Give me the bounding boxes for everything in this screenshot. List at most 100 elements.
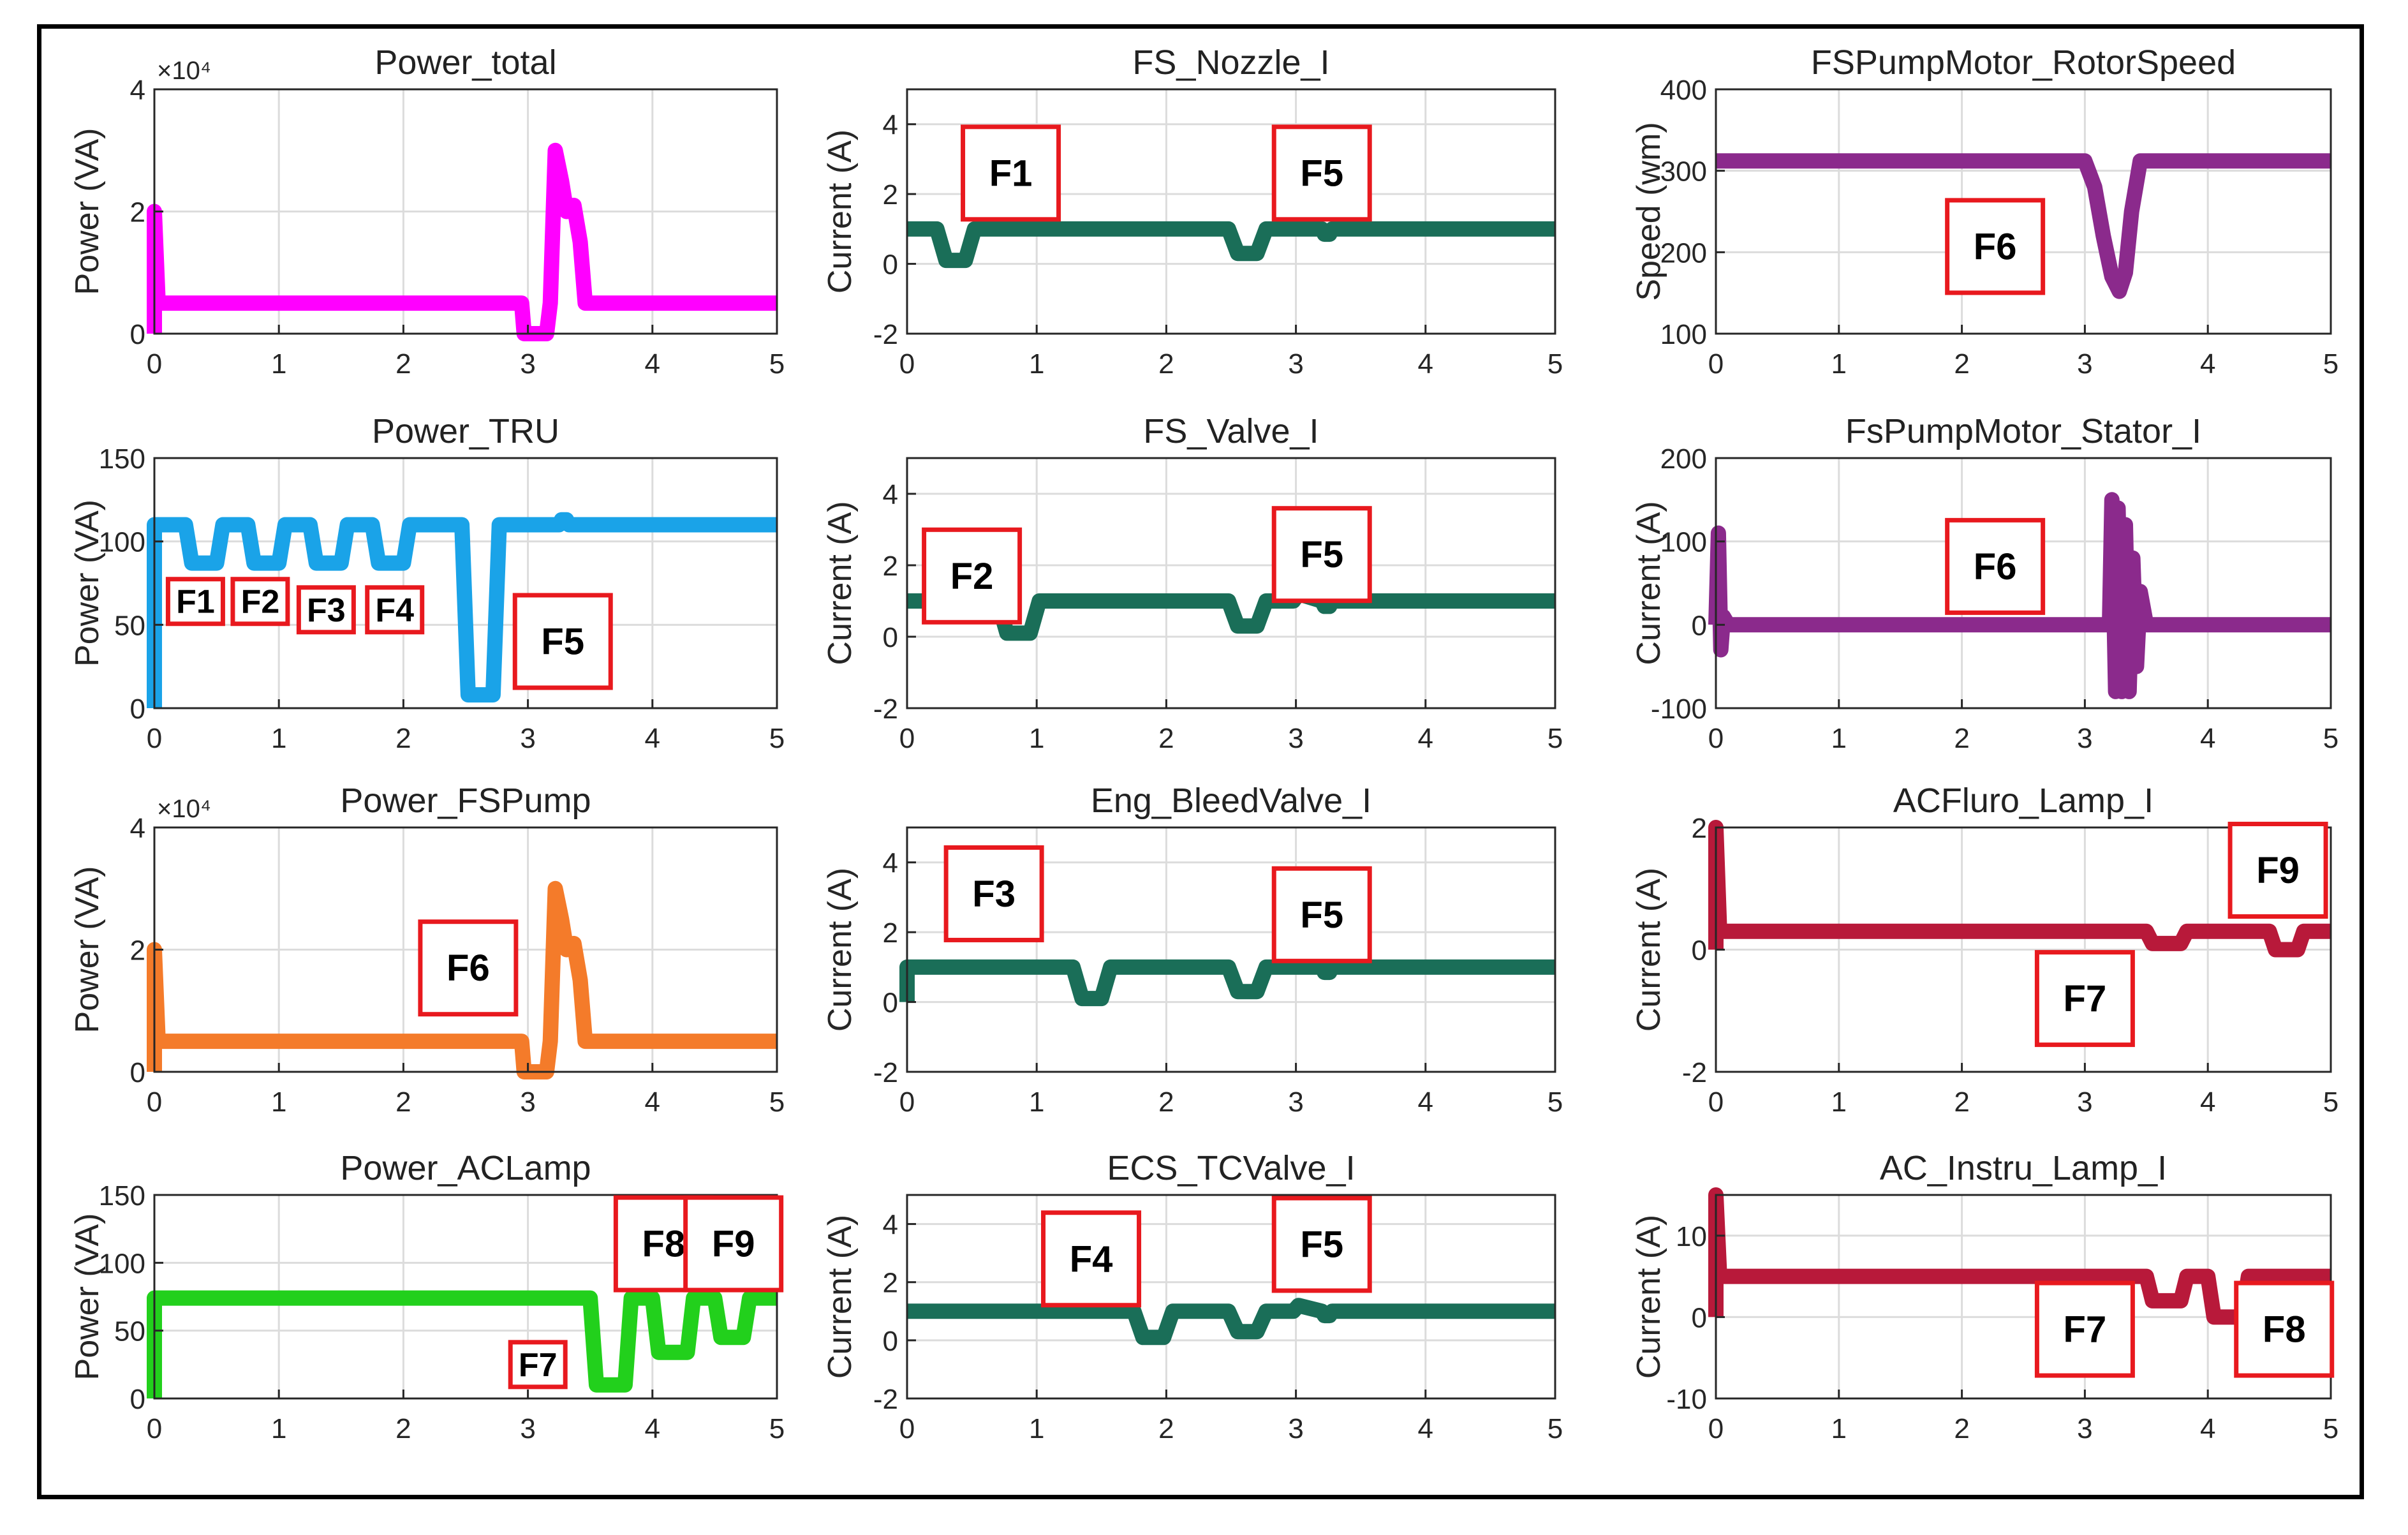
- y-tick-label: 300: [1660, 156, 1707, 188]
- axes-box: [1715, 457, 2332, 709]
- x-tick-label: 4: [2200, 723, 2215, 754]
- fault-label: F6: [1974, 226, 2017, 267]
- y-axis-label: Current (A): [822, 501, 859, 665]
- series-line: [907, 586, 1555, 641]
- y-tick-label: 100: [99, 1248, 145, 1279]
- fault-annotation: F9: [2227, 822, 2328, 919]
- x-tick-label: 3: [2077, 723, 2092, 754]
- x-tick-label: 3: [1288, 723, 1303, 754]
- y-tick-label: -2: [873, 319, 898, 350]
- y-tick-label: 200: [1660, 443, 1707, 475]
- x-tick-label: 3: [1288, 1413, 1303, 1444]
- fault-box: [230, 577, 290, 627]
- axes-box: [906, 1194, 1556, 1400]
- fault-label: F7: [2064, 978, 2107, 1020]
- x-tick-label: 0: [147, 348, 162, 380]
- axes-box: [906, 88, 1556, 335]
- subplot-3: 0 1 2 3 4 5 100 200 300 400 FSPumpMotor_RotorSpeed…: [1630, 43, 2338, 380]
- fault-annotation: F2: [922, 527, 1023, 625]
- x-tick-label: 5: [2323, 348, 2338, 380]
- y-tick-label: -2: [873, 1384, 898, 1415]
- fault-annotation: F7: [508, 1340, 568, 1390]
- x-tick-label: 5: [769, 1086, 785, 1118]
- series-line: [147, 142, 777, 341]
- subplot-title: Eng_BleedValve_I: [1091, 782, 1371, 820]
- fault-box: [1945, 198, 2046, 295]
- x-tick-label: 5: [769, 1413, 785, 1444]
- fault-box: [2034, 950, 2135, 1048]
- series-line: [147, 880, 777, 1079]
- x-tick-label: 5: [2323, 1086, 2338, 1118]
- y-tick-label: 2: [883, 551, 898, 582]
- series-line: [1708, 492, 2331, 699]
- y-tick-label: 0: [883, 988, 898, 1019]
- x-tick-label: 2: [1954, 723, 1969, 754]
- y-tick-label: 0: [883, 1326, 898, 1357]
- x-tick-label: 0: [899, 723, 915, 754]
- x-tick-label: 1: [1831, 348, 1847, 380]
- fault-label: F5: [1300, 152, 1343, 194]
- y-tick-label: 2: [883, 1268, 898, 1299]
- y-tick-label: 200: [1660, 237, 1707, 269]
- y-tick-label: 4: [883, 479, 898, 510]
- x-tick-label: 5: [1547, 1413, 1563, 1444]
- fault-label: F1: [176, 584, 215, 621]
- y-tick-label: 0: [1692, 610, 1707, 641]
- fault-annotation: F5: [512, 593, 613, 690]
- fault-annotation: F5: [1271, 124, 1372, 222]
- x-tick-label: 4: [1418, 1086, 1433, 1118]
- fault-label: F8: [2263, 1309, 2306, 1351]
- fault-box: [296, 585, 356, 635]
- x-tick-label: 2: [395, 348, 411, 380]
- y-tick-label: -2: [873, 693, 898, 725]
- axes-box: [153, 1194, 778, 1400]
- x-tick-label: 2: [395, 723, 411, 754]
- subplot-title: Power_total: [374, 43, 556, 82]
- x-tick-label: 3: [2077, 1086, 2092, 1118]
- fault-label: F5: [1300, 894, 1343, 936]
- plot-area: [1716, 1195, 2331, 1398]
- series-line: [907, 1298, 1555, 1346]
- x-tick-label: 0: [147, 1086, 162, 1118]
- subplot-title: ECS_TCValve_I: [1107, 1149, 1355, 1187]
- x-tick-label: 3: [520, 723, 535, 754]
- x-tick-label: 5: [1547, 348, 1563, 380]
- series-line: [907, 221, 1555, 269]
- x-tick-label: 4: [2200, 1086, 2215, 1118]
- axes-box: [906, 457, 1556, 709]
- fault-annotation: F5: [1271, 866, 1372, 963]
- fault-box: [512, 593, 613, 690]
- fault-box: [961, 124, 1061, 222]
- y-tick-label: 4: [883, 848, 898, 879]
- x-tick-label: 2: [395, 1086, 411, 1118]
- y-tick-label: 2: [883, 917, 898, 949]
- x-tick-label: 5: [1547, 723, 1563, 754]
- fault-label: F5: [1300, 1224, 1343, 1265]
- x-tick-label: 0: [147, 1413, 162, 1444]
- fault-annotation: F5: [1271, 1196, 1372, 1293]
- y-tick-label: 4: [883, 110, 898, 141]
- x-tick-label: 0: [1708, 1413, 1724, 1444]
- fault-box: [1271, 506, 1372, 604]
- fault-box: [418, 919, 519, 1017]
- fault-box: [683, 1195, 784, 1293]
- x-tick-label: 1: [1831, 1086, 1847, 1118]
- fault-box: [508, 1340, 568, 1390]
- x-tick-label: 2: [1954, 1413, 1969, 1444]
- y-axis-label: Power (VA): [69, 128, 106, 295]
- x-tick-label: 4: [645, 348, 660, 380]
- axes-box: [1715, 88, 2332, 335]
- fault-box: [365, 585, 425, 635]
- subplot-title: ACFluro_Lamp_I: [1893, 782, 2153, 820]
- y-axis-label: Current (A): [822, 130, 859, 293]
- x-tick-label: 1: [1029, 348, 1044, 380]
- fault-box: [1945, 517, 2046, 615]
- y-axis-label: Current (A): [1630, 501, 1667, 665]
- y-tick-label: 0: [883, 622, 898, 653]
- fault-annotation: F1: [961, 124, 1061, 222]
- y-tick-label: 4: [883, 1210, 898, 1241]
